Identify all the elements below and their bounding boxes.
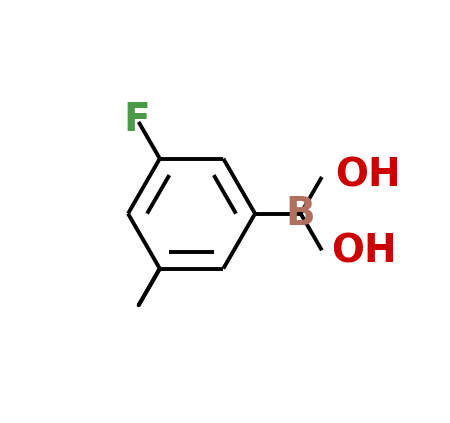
Text: OH: OH <box>335 157 400 194</box>
Text: B: B <box>286 195 315 233</box>
Text: OH: OH <box>332 233 397 271</box>
Text: F: F <box>124 102 150 139</box>
